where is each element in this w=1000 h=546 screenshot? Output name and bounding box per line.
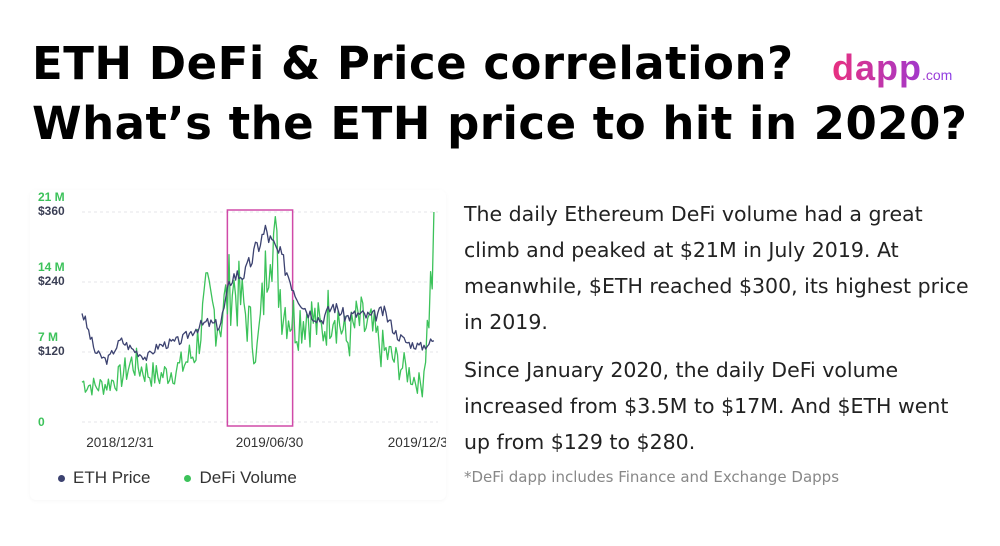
x-tick-label: 2019/06/30 xyxy=(236,435,304,450)
logo-text: dapp xyxy=(832,47,922,88)
y-tick-price: $240 xyxy=(38,274,65,288)
line-chart: 0 7 M$120 14 M$240 21 M$360 2018/12/31 2019/0… xyxy=(38,190,446,450)
legend-item-eth-price: ETH Price xyxy=(58,468,150,488)
x-tick-label: 2018/12/31 xyxy=(86,435,154,450)
legend-item-defi-volume: DeFi Volume xyxy=(184,468,297,488)
y-tick-volume: 14 M xyxy=(38,260,65,274)
footnote: *DeFi dapp includes Finance and Exchange… xyxy=(464,468,840,486)
dapp-logo: dapp.com xyxy=(832,48,952,95)
y-tick-price: $120 xyxy=(38,344,65,358)
y-tick-price: $360 xyxy=(38,204,65,218)
chart-legend: ETH Price DeFi Volume xyxy=(58,468,297,488)
page-title: ETH DeFi & Price correlation? What’s the… xyxy=(32,34,972,154)
y-tick-volume: 21 M xyxy=(38,190,65,204)
legend-label-defi: DeFi Volume xyxy=(199,468,297,487)
title-line-2: What’s the ETH price to hit in 2020? xyxy=(32,97,968,150)
y-tick-volume: 0 xyxy=(38,415,45,429)
title-line-1: ETH DeFi & Price correlation? xyxy=(32,37,794,90)
description-paragraph-1: The daily Ethereum DeFi volume had a gre… xyxy=(464,202,969,334)
chart-card: 0 7 M $120 14 M $240 21 M $360 2018/12/31 2019/0… xyxy=(30,190,446,500)
description: The daily Ethereum DeFi volume had a gre… xyxy=(464,196,974,472)
defi-volume-line xyxy=(81,211,435,398)
logo-suffix: .com xyxy=(922,67,953,83)
eth-price-line xyxy=(81,224,435,365)
legend-label-eth: ETH Price xyxy=(73,468,151,487)
y-tick-volume: 7 M xyxy=(38,330,58,344)
legend-dot-eth xyxy=(58,474,65,482)
x-tick-label: 2019/12/31 xyxy=(388,435,446,450)
legend-dot-defi xyxy=(184,474,192,482)
description-paragraph-2: Since January 2020, the daily DeFi volum… xyxy=(464,358,949,454)
